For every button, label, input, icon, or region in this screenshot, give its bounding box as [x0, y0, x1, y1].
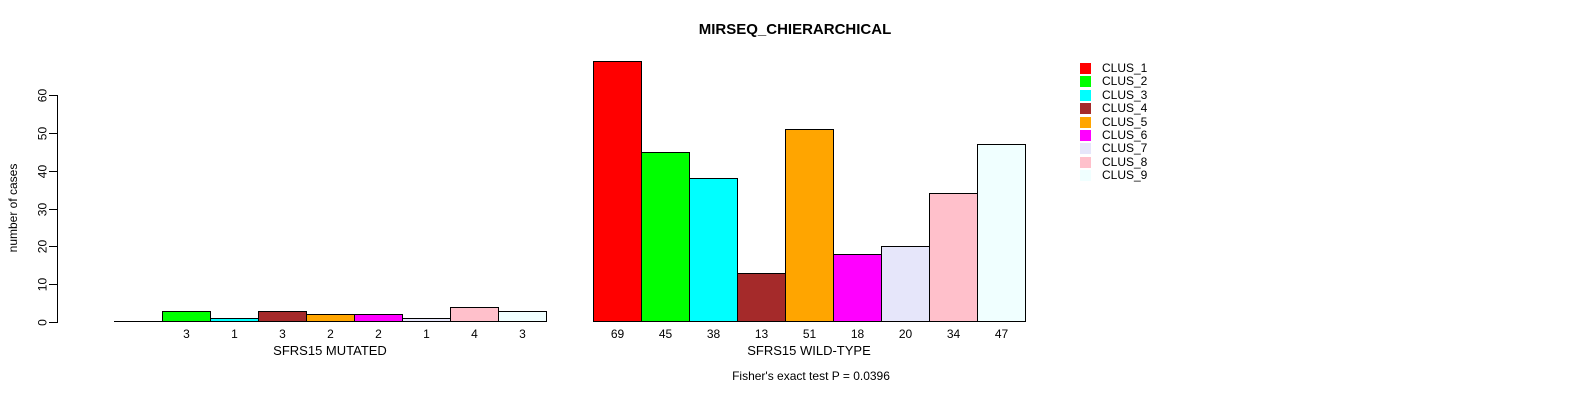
- bar-CLUS_7-group2: [881, 246, 930, 322]
- bar-CLUS_7-group1: [402, 318, 451, 322]
- legend-label: CLUS_5: [1102, 114, 1148, 129]
- legend-label: CLUS_2: [1102, 74, 1148, 89]
- legend-item-CLUS_8: CLUS_8: [1080, 154, 1148, 169]
- chart-title: MIRSEQ_CHIERARCHICAL: [698, 21, 892, 38]
- legend-item-CLUS_1: CLUS_1: [1080, 62, 1147, 75]
- legend-label: CLUS_6: [1102, 128, 1148, 142]
- bar-value-label: 3: [519, 327, 526, 341]
- legend-swatch-CLUS_2: [1080, 76, 1091, 88]
- bar-value-label: 69: [610, 327, 625, 341]
- y-tick-label: 40: [35, 164, 50, 179]
- bar-CLUS_1-group1-zero: [114, 321, 163, 322]
- bar-CLUS_1-group2: [593, 60, 642, 322]
- bar-CLUS_4-group2: [737, 272, 786, 322]
- bar-value-label: 20: [898, 327, 913, 341]
- legend-swatch-CLUS_9: [1080, 170, 1091, 182]
- bar-value-label: 1: [231, 327, 238, 341]
- bar-CLUS_3-group1: [210, 318, 259, 322]
- bar-CLUS_5-group2: [785, 129, 834, 322]
- bar-CLUS_2-group2: [641, 151, 690, 323]
- legend-label: CLUS_7: [1102, 141, 1148, 156]
- group-label-1: SFRS15 MUTATED: [273, 343, 387, 358]
- y-tick-label: 0: [35, 319, 50, 326]
- bar-value-label: 38: [706, 327, 721, 341]
- legend-item-CLUS_2: CLUS_2: [1080, 75, 1147, 88]
- legend-label: CLUS_1: [1102, 61, 1148, 75]
- bar-value-label: 2: [375, 327, 382, 341]
- y-tick-mark: [49, 284, 57, 285]
- y-tick-label: 30: [35, 202, 50, 217]
- bar-value-label: 18: [850, 327, 865, 341]
- y-tick-label: 50: [35, 126, 50, 141]
- legend-item-CLUS_6: CLUS_6: [1080, 129, 1147, 142]
- y-tick-mark: [49, 246, 57, 247]
- legend-item-CLUS_5: CLUS_5: [1080, 114, 1148, 129]
- legend-swatch-CLUS_5: [1080, 116, 1091, 128]
- y-tick-label: 60: [35, 88, 50, 103]
- group-label-2: SFRS15 WILD-TYPE: [747, 343, 871, 358]
- legend-item-CLUS_7: CLUS_7: [1080, 142, 1147, 155]
- legend-label: CLUS_8: [1102, 154, 1148, 169]
- footnote-fisher-test: Fisher's exact test P = 0.0396: [732, 369, 890, 383]
- bar-CLUS_8-group1: [450, 306, 499, 322]
- bar-value-label: 2: [327, 327, 334, 341]
- bar-CLUS_9-group2: [977, 144, 1026, 322]
- bar-CLUS_3-group2: [689, 178, 738, 322]
- bar-CLUS_9-group1: [498, 310, 547, 322]
- y-tick-mark: [49, 322, 57, 323]
- legend-item-CLUS_3: CLUS_3: [1080, 87, 1148, 102]
- bar-CLUS_6-group2: [833, 253, 882, 322]
- bar-value-label: 47: [994, 327, 1009, 341]
- bar-value-label: 3: [279, 327, 286, 341]
- legend-swatch-CLUS_6: [1080, 130, 1091, 141]
- bar-CLUS_5-group1: [306, 314, 355, 322]
- legend-label: CLUS_4: [1102, 101, 1148, 116]
- bar-CLUS_2-group1: [162, 310, 211, 322]
- legend-swatch-CLUS_3: [1080, 89, 1091, 101]
- legend-swatch-CLUS_1: [1080, 63, 1091, 74]
- bar-value-label: 13: [754, 327, 769, 341]
- y-tick-mark: [49, 95, 57, 96]
- legend-item-CLUS_9: CLUS_9: [1080, 169, 1147, 182]
- bar-value-label: 3: [183, 327, 190, 341]
- bar-value-label: 51: [802, 327, 817, 341]
- bar-value-label: 4: [471, 327, 478, 341]
- bar-value-label: 45: [658, 327, 673, 341]
- y-tick-mark: [49, 133, 57, 134]
- bar-CLUS_6-group1: [354, 314, 403, 322]
- y-tick-label: 20: [35, 239, 50, 254]
- y-axis-label: number of cases: [6, 163, 20, 253]
- y-tick-mark: [49, 171, 57, 172]
- bar-value-label: 34: [946, 327, 961, 341]
- bar-value-label: 1: [423, 327, 430, 341]
- bar-CLUS_4-group1: [258, 310, 307, 322]
- y-tick-label: 10: [35, 277, 50, 292]
- legend-swatch-CLUS_7: [1080, 143, 1091, 155]
- legend-item-CLUS_4: CLUS_4: [1080, 102, 1147, 115]
- legend-label: CLUS_3: [1102, 87, 1148, 102]
- legend-swatch-CLUS_4: [1080, 103, 1091, 115]
- y-axis-line: [57, 95, 58, 323]
- legend-swatch-CLUS_8: [1080, 156, 1091, 168]
- legend-label: CLUS_9: [1102, 168, 1148, 183]
- y-tick-mark: [49, 209, 57, 210]
- bar-CLUS_8-group2: [929, 193, 978, 322]
